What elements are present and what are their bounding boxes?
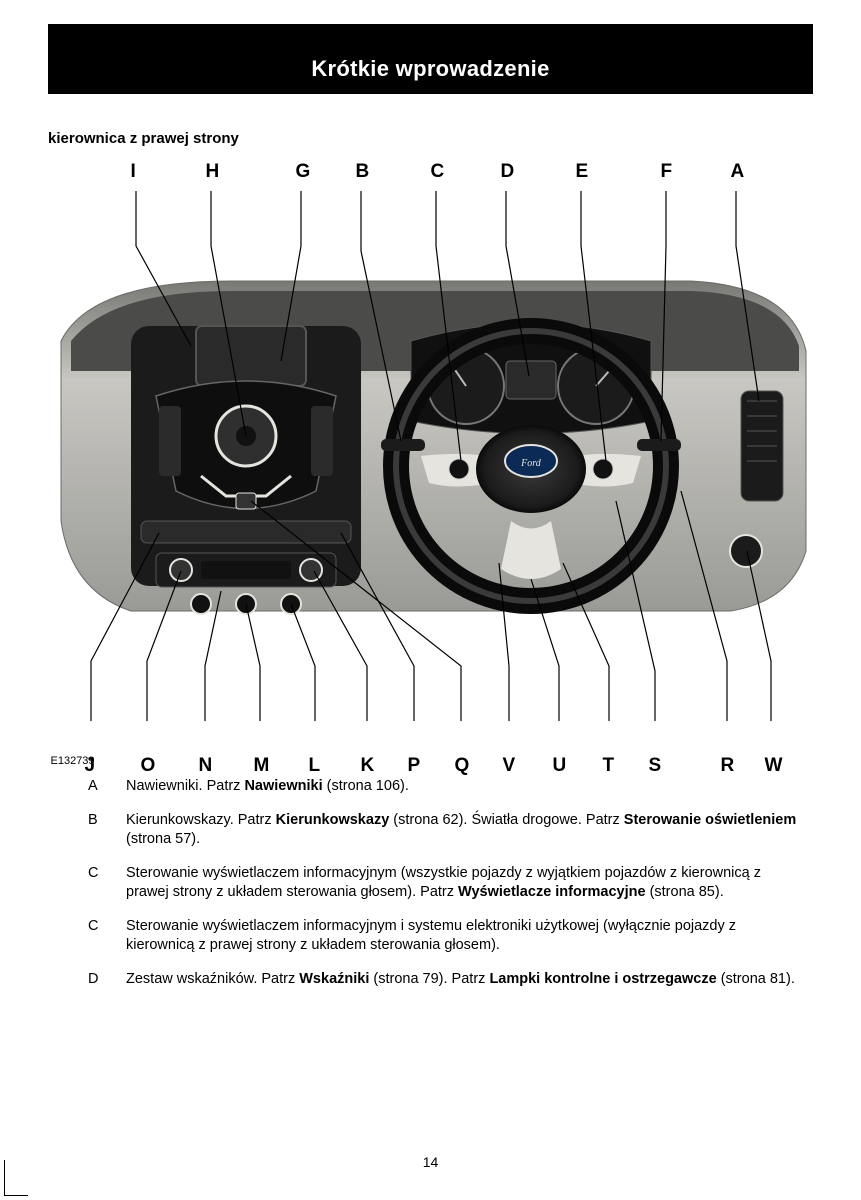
chapter-header: Krótkie wprowadzenie xyxy=(48,24,813,94)
page-number: 14 xyxy=(0,1154,861,1170)
dashboard-diagram: IHGBCDEFA xyxy=(51,161,811,761)
page-corner-mark xyxy=(4,1160,28,1196)
diagram-label-top: B xyxy=(356,161,370,183)
diagram-image-ref: E132739 xyxy=(51,755,95,767)
diagram-label-bottom: R xyxy=(721,755,735,777)
legend-item: CSterowanie wyświetlaczem informacyjnym … xyxy=(88,864,801,903)
svg-text:Ford: Ford xyxy=(520,458,542,469)
diagram-label-bottom: V xyxy=(503,755,516,777)
diagram-label-bottom: K xyxy=(361,755,375,777)
dashboard-illustration: Ford xyxy=(51,191,811,731)
diagram-label-top: A xyxy=(731,161,745,183)
diagram-label-bottom: M xyxy=(254,755,270,777)
legend-text: Zestaw wskaźników. Patrz Wskaźniki (stro… xyxy=(126,970,801,990)
diagram-label-top: I xyxy=(131,161,136,183)
diagram-label-bottom: P xyxy=(408,755,421,777)
diagram-label-top: G xyxy=(296,161,311,183)
legend-list: ANawiewniki. Patrz Nawiewniki (strona 10… xyxy=(88,777,801,990)
diagram-label-top: D xyxy=(501,161,515,183)
diagram-label-bottom: O xyxy=(141,755,156,777)
legend-item: ANawiewniki. Patrz Nawiewniki (strona 10… xyxy=(88,777,801,797)
legend-item: CSterowanie wyświetlaczem informacyjnym … xyxy=(88,917,801,956)
diagram-label-bottom: T xyxy=(603,755,615,777)
diagram-label-bottom: W xyxy=(765,755,783,777)
legend-letter: C xyxy=(88,864,126,903)
legend-item: DZestaw wskaźników. Patrz Wskaźniki (str… xyxy=(88,970,801,990)
legend-text: Kierunkowskazy. Patrz Kierunkowskazy (st… xyxy=(126,811,801,850)
legend-letter: B xyxy=(88,811,126,850)
diagram-label-bottom: L xyxy=(309,755,321,777)
legend-letter: A xyxy=(88,777,126,797)
diagram-label-bottom: N xyxy=(199,755,213,777)
chapter-title: Krótkie wprowadzenie xyxy=(311,56,549,82)
legend-text: Sterowanie wyświetlaczem informacyjnym (… xyxy=(126,864,801,903)
diagram-label-top: F xyxy=(661,161,673,183)
diagram-label-top: C xyxy=(431,161,445,183)
diagram-label-bottom: Q xyxy=(455,755,470,777)
legend-item: BKierunkowskazy. Patrz Kierunkowskazy (s… xyxy=(88,811,801,850)
legend-letter: D xyxy=(88,970,126,990)
legend-text: Sterowanie wyświetlaczem informacyjnym i… xyxy=(126,917,801,956)
section-subheading: kierownica z prawej strony xyxy=(48,130,813,147)
legend-letter: C xyxy=(88,917,126,956)
diagram-label-top: H xyxy=(206,161,220,183)
diagram-label-top: E xyxy=(576,161,589,183)
diagram-label-bottom: S xyxy=(649,755,662,777)
diagram-label-bottom: U xyxy=(553,755,567,777)
legend-text: Nawiewniki. Patrz Nawiewniki (strona 106… xyxy=(126,777,801,797)
